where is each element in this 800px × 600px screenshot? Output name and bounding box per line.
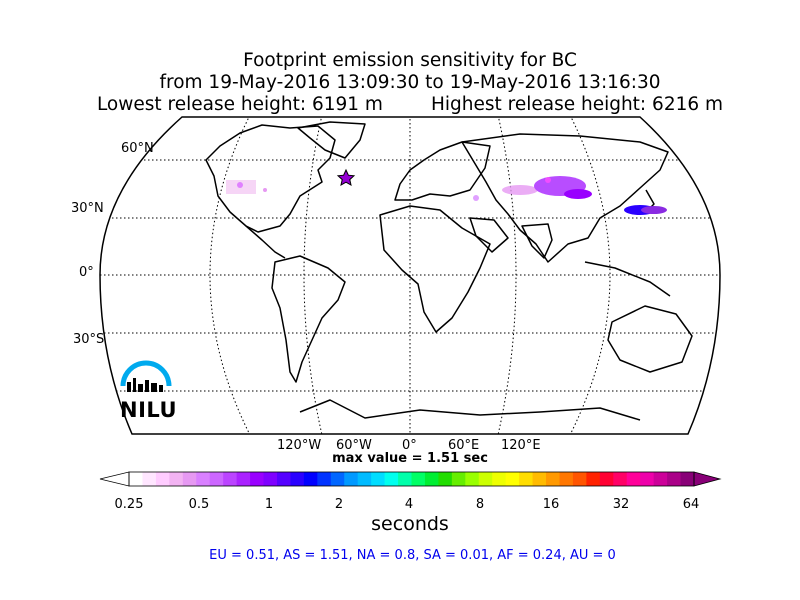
- lon-label-0: 0°: [402, 438, 417, 453]
- colorbar-segment: [142, 472, 157, 486]
- highest-release-height: Highest release height: 6216 m: [430, 94, 724, 115]
- max-value-label: max value = 1.51 sec: [332, 451, 488, 466]
- colorbar-segment: [317, 472, 332, 486]
- colorbar-segment: [546, 472, 561, 486]
- arabia: [469, 217, 509, 253]
- lat-label-0: 0°: [79, 265, 94, 280]
- colorbar-segment: [667, 472, 682, 486]
- colorbar-segment: [398, 472, 413, 486]
- colorbar-segment: [344, 472, 359, 486]
- colorbar-segment: [330, 472, 345, 486]
- colorbar-min-extend: [99, 471, 130, 487]
- colorbar-segment: [371, 472, 386, 486]
- colorbar-segment: [680, 472, 695, 486]
- colorbar-tick: 4: [404, 497, 414, 512]
- colorbar-segment: [492, 472, 507, 486]
- colorbar-tick: 64: [682, 497, 700, 512]
- lat-label-30n: 30°N: [71, 201, 104, 216]
- colorbar-segment: [653, 472, 668, 486]
- nilu-logo: [117, 358, 175, 404]
- colorbar-tick: 0.25: [114, 497, 144, 512]
- central-america: [245, 225, 286, 259]
- colorbar-unit-label: seconds: [371, 513, 449, 535]
- colorbar-segment: [155, 472, 170, 486]
- australia: [607, 305, 693, 373]
- colorbar-tick: 2: [334, 497, 344, 512]
- africa: [379, 205, 491, 333]
- lat-label-30s: 30°S: [73, 332, 105, 347]
- colorbar-segment: [424, 472, 439, 486]
- colorbar-segment: [384, 472, 399, 486]
- colorbar-segment: [250, 472, 265, 486]
- colorbar-segment: [465, 472, 480, 486]
- colorbar-segment: [640, 472, 655, 486]
- colorbar-tick: 0.5: [188, 497, 210, 512]
- colorbar-frame: [128, 471, 695, 487]
- region-summary: EU = 0.51, AS = 1.51, NA = 0.8, SA = 0.0…: [209, 548, 616, 563]
- colorbar-segment: [290, 472, 305, 486]
- colorbar-segment: [519, 472, 534, 486]
- lon-label-60e: 60°E: [448, 438, 480, 453]
- map-outline: [99, 116, 721, 435]
- lon-label-60w: 60°W: [336, 438, 372, 453]
- lowest-release-height: Lowest release height: 6191 m: [96, 94, 383, 115]
- colorbar-tick: 16: [542, 497, 560, 512]
- colorbar-tick: 32: [612, 497, 630, 512]
- colorbar-segment: [169, 472, 184, 486]
- colorbar-segment: [613, 472, 628, 486]
- colorbar-segment: [196, 472, 211, 486]
- europe: [394, 141, 491, 201]
- colorbar-segment: [559, 472, 574, 486]
- colorbar-segment: [586, 472, 601, 486]
- colorbar-segment: [129, 472, 144, 486]
- colorbar-segment: [478, 472, 493, 486]
- colorbar-segment: [599, 472, 614, 486]
- colorbar-max-extend: [693, 471, 722, 487]
- colorbar-tick: 1: [264, 497, 274, 512]
- colorbar-segment: [263, 472, 278, 486]
- north-america: [205, 124, 336, 233]
- colorbar-segment: [223, 472, 238, 486]
- colorbar-tick: 8: [475, 497, 485, 512]
- colorbar-segment: [276, 472, 292, 486]
- colorbar-segment: [303, 472, 318, 486]
- graticule: [100, 117, 720, 434]
- colorbar: [99, 471, 722, 487]
- southeast-asia-islands: [584, 261, 671, 297]
- colorbar-segment: [438, 472, 453, 486]
- continents: [205, 121, 693, 421]
- india: [521, 223, 553, 259]
- map-subtitle-time-range: from 19-May-2016 13:09:30 to 19-May-2016…: [159, 72, 661, 93]
- nilu-logo-text: NILU: [120, 398, 178, 422]
- colorbar-segment: [626, 472, 641, 486]
- greenland: [297, 121, 366, 159]
- footprint-sensitivity: [226, 176, 667, 215]
- colorbar-segment: [209, 472, 224, 486]
- colorbar-segment: [451, 472, 466, 486]
- colorbar-segment: [236, 472, 251, 486]
- map-title: Footprint emission sensitivity for BC: [243, 50, 577, 71]
- colorbar-segment: [532, 472, 547, 486]
- colorbar-segment: [182, 472, 197, 486]
- south-america: [271, 255, 346, 383]
- colorbar-segment: [357, 472, 372, 486]
- colorbar-segment: [505, 472, 520, 486]
- lat-label-60n: 60°N: [121, 141, 154, 156]
- lon-label-120w: 120°W: [277, 438, 322, 453]
- colorbar-segment: [572, 472, 587, 486]
- colorbar-segment: [411, 472, 426, 486]
- antarctica: [299, 399, 641, 421]
- release-location-star-icon: [336, 168, 356, 186]
- lon-label-120e: 120°E: [501, 438, 541, 453]
- asia: [461, 133, 669, 263]
- map-subtitle-release-heights: Lowest release height: 6191 m Highest rel…: [0, 94, 800, 116]
